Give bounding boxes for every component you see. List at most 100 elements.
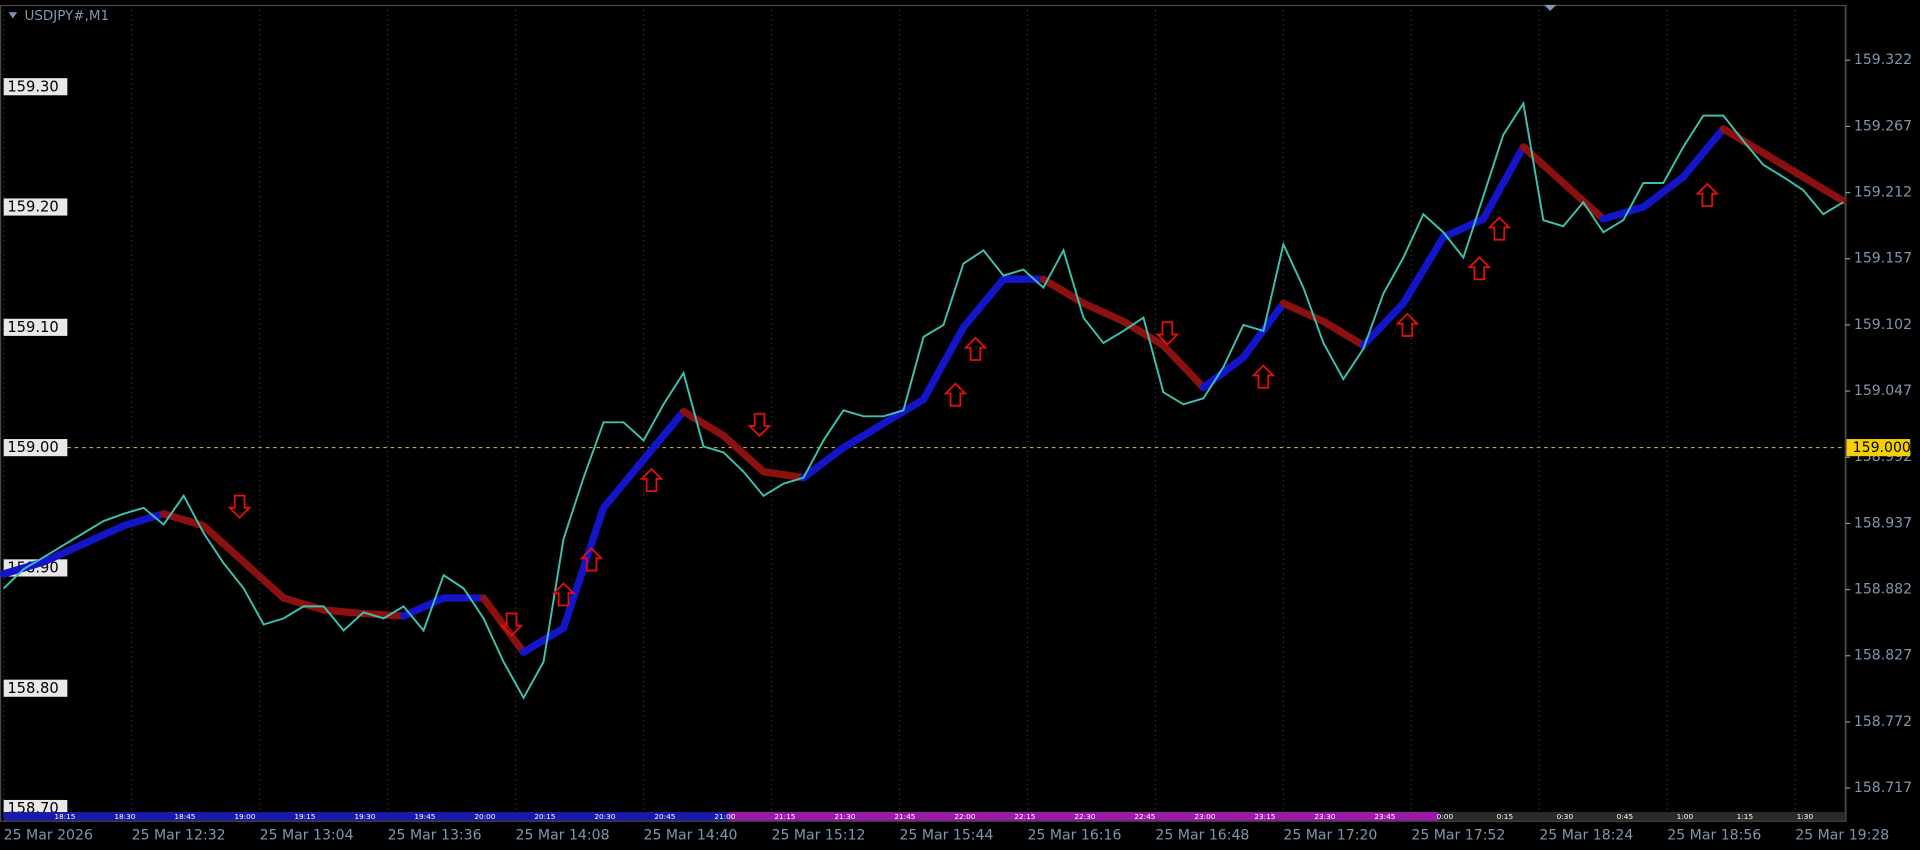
signal-arrow xyxy=(227,494,252,519)
x-tick-label: 25 Mar 17:20 xyxy=(1283,827,1377,843)
signal-arrow xyxy=(1251,364,1276,389)
y-tick-box xyxy=(3,318,68,336)
ma-segment xyxy=(319,606,368,618)
signal-arrow xyxy=(1155,321,1180,346)
ma-segment xyxy=(1079,299,1128,325)
timeline-label: 18:15 xyxy=(54,812,75,821)
ma-segment xyxy=(1639,173,1687,211)
timeline-bar xyxy=(1438,812,1846,821)
timeline-label: 22:00 xyxy=(954,812,975,821)
price-line-series xyxy=(2,100,1844,700)
timeline-label: 21:45 xyxy=(894,812,915,821)
ma-segment xyxy=(1279,299,1328,325)
y2-tick-label: 159.322 xyxy=(1854,52,1912,68)
y2-tick-label: 159.267 xyxy=(1854,118,1912,134)
timeline-label: 22:45 xyxy=(1134,812,1155,821)
ma-segment xyxy=(199,522,248,566)
y2-tick-label: 158.717 xyxy=(1854,780,1912,796)
signal-arrow xyxy=(1395,312,1420,337)
signal-arrow xyxy=(551,582,576,607)
x-tick-label: 25 Mar 12:32 xyxy=(132,827,226,843)
x-tick-label: 25 Mar 17:52 xyxy=(1411,827,1505,843)
ma-segment xyxy=(1479,143,1528,223)
ma-segment xyxy=(1599,203,1647,223)
timeline-label: 20:00 xyxy=(474,812,495,821)
ma-segment xyxy=(279,594,328,614)
timeline-label: 0:00 xyxy=(1437,812,1454,821)
timeline-label: 1:30 xyxy=(1797,812,1814,821)
ma-segment xyxy=(919,323,968,404)
ma-segment xyxy=(119,510,168,530)
ma-segment xyxy=(959,275,1008,331)
ma-segment xyxy=(39,540,88,566)
signal-arrow xyxy=(1467,256,1492,281)
signal-arrow xyxy=(639,467,664,493)
x-tick-label: 25 Mar 2026 xyxy=(4,827,93,843)
ma-segment xyxy=(1039,275,1088,307)
timeline-bar xyxy=(728,812,1439,821)
ma-segment xyxy=(1439,215,1488,241)
timeline-label: 18:45 xyxy=(174,812,195,821)
ma-segment xyxy=(879,395,928,428)
timeline-label: 20:15 xyxy=(534,812,555,821)
ma-segment xyxy=(0,558,48,578)
ma-segment xyxy=(1159,341,1208,392)
timeline-label: 0:15 xyxy=(1497,812,1514,821)
timeline-label: 22:15 xyxy=(1014,812,1035,821)
y2-tick-label: 159.157 xyxy=(1854,251,1912,267)
signal-arrow xyxy=(747,412,772,438)
ma-segment xyxy=(239,558,288,602)
y2-tick-label: 159.212 xyxy=(1854,185,1912,201)
ma-segment xyxy=(639,407,688,464)
ma-segment xyxy=(1399,233,1448,307)
y2-tick-label: 158.937 xyxy=(1854,515,1912,531)
timeline-label: 1:15 xyxy=(1737,812,1754,821)
price-label: 159.000 xyxy=(1853,440,1911,456)
y2-tick-label: 158.882 xyxy=(1854,582,1912,598)
timeline-label: 0:45 xyxy=(1617,812,1634,821)
ma-segment xyxy=(1759,149,1807,181)
ma-segment xyxy=(599,455,648,512)
timeline-label: 23:45 xyxy=(1374,812,1395,821)
signal-arrow xyxy=(1487,216,1512,241)
x-tick-label: 25 Mar 16:48 xyxy=(1155,827,1249,843)
ma-segment xyxy=(559,504,608,632)
signal-arrow xyxy=(499,612,524,637)
timeline-label: 20:30 xyxy=(594,812,615,821)
y2-tick-label: 158.772 xyxy=(1854,714,1912,730)
signal-arrow xyxy=(1695,182,1720,207)
y-tick-box xyxy=(3,198,68,216)
y-tick-box xyxy=(3,78,68,96)
timeline-label: 0:30 xyxy=(1557,812,1574,821)
y-tick-box xyxy=(3,439,68,457)
x-tick-label: 25 Mar 15:44 xyxy=(899,827,993,843)
shift-marker xyxy=(1544,4,1557,12)
y-tick-label: 159.20 xyxy=(7,199,58,216)
timeline-label: 1:00 xyxy=(1677,812,1694,821)
chart-title: USDJPY#,M1 xyxy=(24,8,109,24)
ma-segment xyxy=(1359,299,1408,350)
ma-segment xyxy=(799,443,848,482)
ma-segment xyxy=(719,431,768,476)
timeline-label: 21:15 xyxy=(774,812,795,821)
x-tick-label: 25 Mar 16:16 xyxy=(1027,827,1121,843)
ma-segment xyxy=(839,419,888,452)
ma-segment xyxy=(759,468,808,482)
timeline-label: 23:00 xyxy=(1194,812,1215,821)
y-tick-label: 159.00 xyxy=(7,439,58,456)
timeline-label: 19:15 xyxy=(294,812,315,821)
x-tick-label: 25 Mar 13:36 xyxy=(388,827,482,843)
timeline-label: 21:30 xyxy=(834,812,855,821)
y-tick-box xyxy=(3,679,68,697)
timeline-label: 20:45 xyxy=(654,812,675,821)
y2-tick-label: 158.827 xyxy=(1854,648,1912,664)
timeline-label: 21:00 xyxy=(714,812,735,821)
signal-arrow xyxy=(963,336,988,361)
signal-arrow xyxy=(579,547,604,572)
timeline-label: 18:30 xyxy=(114,812,135,821)
x-tick-label: 25 Mar 14:08 xyxy=(516,827,610,843)
y2-tick-label: 159.102 xyxy=(1854,317,1912,333)
x-tick-label: 25 Mar 18:56 xyxy=(1667,827,1761,843)
